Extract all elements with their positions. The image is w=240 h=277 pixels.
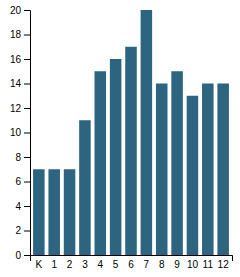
y-tick: 20 bbox=[10, 5, 30, 16]
y-tick-label: 18 bbox=[10, 29, 22, 40]
x-tick-label: 7 bbox=[144, 259, 150, 270]
x-tick: K bbox=[35, 259, 42, 270]
bar bbox=[110, 59, 122, 255]
y-tick-label: 20 bbox=[10, 5, 22, 16]
x-tick: 3 bbox=[82, 259, 88, 270]
x-tick: 8 bbox=[159, 259, 165, 270]
y-tick-label: 10 bbox=[10, 127, 22, 138]
x-tick-label: 4 bbox=[97, 259, 103, 270]
y-tick: 8 bbox=[15, 152, 30, 163]
y-tick: 6 bbox=[15, 176, 30, 187]
plot: 02468101214161820K123456789101112 bbox=[10, 5, 233, 270]
x-tick-label: 10 bbox=[187, 259, 199, 270]
bar bbox=[156, 84, 168, 256]
x-tick-label: 1 bbox=[51, 259, 57, 270]
x-tick: 9 bbox=[174, 259, 180, 270]
y-tick: 18 bbox=[10, 29, 30, 40]
y-tick-mark bbox=[24, 35, 30, 36]
bar bbox=[48, 169, 60, 255]
x-tick: 6 bbox=[128, 259, 134, 270]
bar bbox=[79, 120, 91, 255]
y-tick-mark bbox=[24, 231, 30, 232]
bar bbox=[64, 169, 76, 255]
y-tick-label: 16 bbox=[10, 54, 22, 65]
y-axis-line bbox=[24, 11, 31, 256]
y-tick-mark bbox=[24, 157, 30, 158]
x-tick: 12 bbox=[218, 259, 230, 270]
y-tick-mark bbox=[24, 59, 30, 60]
y-tick: 10 bbox=[10, 127, 30, 138]
y-tick-label: 8 bbox=[15, 152, 21, 163]
y-tick-label: 0 bbox=[15, 250, 21, 261]
y-tick-label: 4 bbox=[15, 201, 21, 212]
bar bbox=[217, 84, 229, 256]
x-tick: 5 bbox=[113, 259, 119, 270]
y-tick-mark bbox=[24, 10, 30, 11]
y-tick: 4 bbox=[15, 201, 30, 212]
x-tick: 7 bbox=[144, 259, 150, 270]
x-tick-label: 11 bbox=[203, 259, 214, 270]
bar bbox=[95, 71, 107, 255]
x-tick-label: 3 bbox=[82, 259, 88, 270]
x-tick: 2 bbox=[67, 259, 73, 270]
y-tick-mark bbox=[24, 206, 30, 207]
bar bbox=[187, 96, 199, 255]
y-axis: 0 2 4 6 8 10 12 14 16 18 20 bbox=[10, 5, 31, 261]
x-tick-label: 6 bbox=[128, 259, 134, 270]
x-tick: 11 bbox=[203, 259, 214, 270]
y-tick-mark bbox=[24, 84, 30, 85]
bar bbox=[33, 169, 45, 255]
x-tick-label: 2 bbox=[67, 259, 73, 270]
y-tick-mark bbox=[24, 133, 30, 134]
y-tick: 0 bbox=[15, 250, 30, 261]
y-tick: 12 bbox=[10, 103, 30, 114]
bar bbox=[202, 84, 214, 256]
y-tick: 2 bbox=[15, 225, 30, 236]
y-tick: 16 bbox=[10, 54, 30, 65]
x-tick-label: K bbox=[35, 259, 42, 270]
x-tick: 1 bbox=[51, 259, 57, 270]
y-tick-mark bbox=[24, 182, 30, 183]
x-tick: 10 bbox=[187, 259, 199, 270]
y-tick-label: 6 bbox=[15, 176, 21, 187]
y-tick: 14 bbox=[10, 78, 30, 89]
chart: 02468101214161820K123456789101112 bbox=[0, 0, 240, 277]
bar bbox=[125, 47, 137, 255]
x-tick-label: 9 bbox=[174, 259, 180, 270]
x-tick-label: 5 bbox=[113, 259, 119, 270]
y-tick-label: 14 bbox=[10, 78, 22, 89]
bar bbox=[141, 10, 153, 255]
x-axis: K123456789101112 bbox=[31, 256, 233, 271]
x-tick-label: 8 bbox=[159, 259, 165, 270]
y-tick-mark bbox=[24, 255, 30, 256]
y-tick-label: 12 bbox=[10, 103, 22, 114]
y-tick-label: 2 bbox=[15, 225, 21, 236]
x-tick: 4 bbox=[97, 259, 103, 270]
y-tick-mark bbox=[24, 108, 30, 109]
bars bbox=[33, 10, 229, 255]
bar bbox=[171, 71, 183, 255]
x-tick-label: 12 bbox=[218, 259, 230, 270]
